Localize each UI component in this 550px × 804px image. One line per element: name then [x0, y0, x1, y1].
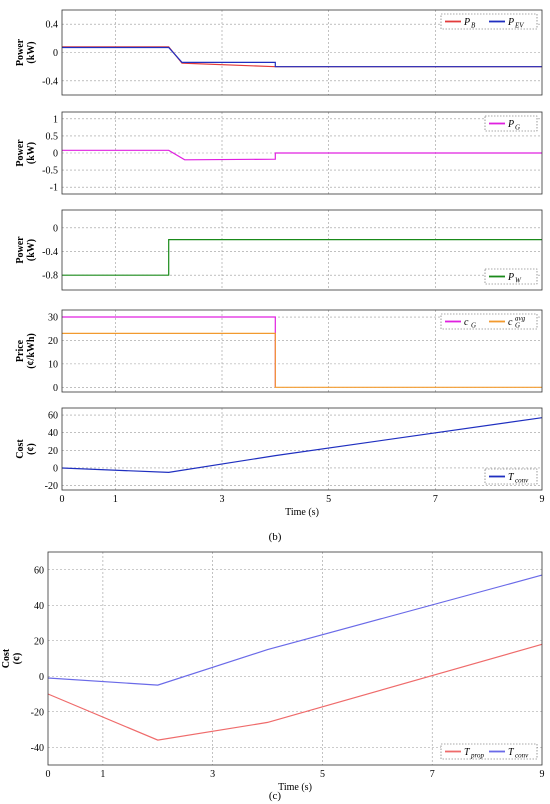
plot-frame — [61, 111, 543, 195]
y-tick-label: -1 — [50, 183, 58, 194]
legend-label-sub: G — [515, 124, 520, 132]
y-tick-label: 0 — [53, 463, 58, 474]
legend-label: T — [508, 472, 515, 483]
plot-frame — [61, 309, 543, 393]
series-line-p-w — [62, 239, 542, 276]
legend-label-sub: conv — [515, 752, 529, 760]
x-tick-label: 7 — [430, 769, 435, 780]
legend-label: T — [508, 747, 515, 758]
series-line-p-g — [62, 149, 542, 161]
caption-c: (c) — [269, 790, 282, 802]
legend-label: c — [464, 317, 469, 328]
y-tick-label: 20 — [48, 446, 58, 457]
y-tick-label: 0 — [53, 149, 58, 160]
caption-b: (b) — [269, 531, 282, 543]
y-tick-label: -0.5 — [42, 166, 58, 177]
x-tick-label: 3 — [220, 494, 225, 505]
y-tick-label: 0 — [53, 48, 58, 59]
legend-label-sup: avg — [515, 315, 526, 323]
x-axis-label: Time (s) — [285, 507, 319, 518]
plot-frame — [47, 551, 543, 766]
legend-box — [484, 268, 538, 285]
y-tick-label: 30 — [48, 313, 58, 324]
y-tick-label: 0 — [53, 383, 58, 394]
legend: P B P EV — [440, 13, 538, 30]
x-tick-label: 7 — [433, 494, 438, 505]
series-line-c-g — [62, 332, 542, 388]
plot-frame — [61, 407, 543, 491]
y-tick-label: -0.4 — [42, 247, 58, 258]
y-tick-label: -40 — [31, 743, 44, 754]
series-line-c-g — [62, 316, 276, 388]
chart-panel-2: 1 0.5 0 -0.5 -1 Power(kW) P G — [15, 111, 543, 195]
y-tick-label: 20 — [48, 336, 58, 347]
legend-box — [484, 468, 538, 485]
plot-frame — [61, 209, 543, 291]
series-line-t-conv — [61, 417, 543, 474]
legend-label-sub: G — [471, 322, 476, 330]
y-tick-label: 10 — [48, 359, 58, 370]
legend-box — [484, 115, 538, 132]
legend-label: P — [463, 17, 470, 28]
y-tick-label: -0.4 — [42, 76, 58, 87]
legend-label-sub: conv — [515, 477, 529, 485]
y-tick-label: 0 — [53, 223, 58, 234]
x-tick-label: 3 — [210, 769, 215, 780]
y-axis-label: Power(kW) — [15, 236, 37, 264]
x-tick-label: 1 — [100, 769, 105, 780]
legend-label-sub: W — [515, 277, 522, 285]
y-axis-label: Power(kW) — [15, 38, 37, 66]
y-tick-label: 0 — [39, 672, 44, 683]
legend-label: T — [464, 747, 471, 758]
legend-label: P — [507, 272, 514, 283]
y-tick-label: 1 — [53, 114, 58, 125]
legend-label-sub: B — [471, 22, 476, 30]
y-axis-label: Cost(¢) — [15, 439, 37, 459]
plot-frame — [61, 9, 543, 96]
y-tick-label: 60 — [48, 411, 58, 422]
x-tick-label: 9 — [540, 494, 545, 505]
series-line-p-b — [62, 46, 542, 68]
legend-label: P — [507, 17, 514, 28]
y-axis-label: Cost(¢) — [1, 648, 23, 668]
series-line-p-ev — [62, 46, 542, 68]
x-tick-label: 0 — [60, 494, 65, 505]
y-tick-label: 0.4 — [46, 20, 59, 31]
x-tick-label: 9 — [540, 769, 545, 780]
y-tick-label: 40 — [34, 601, 44, 612]
series-line-t-prop — [47, 643, 543, 741]
x-tick-label: 0 — [46, 769, 51, 780]
series-line-t-conv — [47, 574, 543, 686]
legend-label-sub: G — [515, 322, 520, 330]
y-tick-label: 0.5 — [46, 131, 59, 142]
y-tick-label: -20 — [45, 481, 58, 492]
x-tick-label: 5 — [326, 494, 331, 505]
y-tick-label: -20 — [31, 707, 44, 718]
y-axis-label: Price(¢/kWh) — [15, 333, 37, 369]
chart-panel-3: 0 -0.4 -0.8 Power(kW) P W — [15, 209, 543, 291]
x-tick-label: 5 — [320, 769, 325, 780]
y-tick-label: 40 — [48, 428, 58, 439]
y-tick-label: 20 — [34, 636, 44, 647]
legend-label-sub: EV — [514, 22, 524, 30]
x-tick-label: 1 — [113, 494, 118, 505]
legend-label-sub: prop — [470, 752, 484, 760]
legend-label: P — [507, 119, 514, 130]
x-axis-label: Time (s) — [278, 782, 312, 793]
y-tick-label: -0.8 — [42, 271, 58, 282]
y-tick-label: 60 — [34, 565, 44, 576]
legend-label: c — [508, 317, 513, 328]
y-axis-label: Power(kW) — [15, 139, 37, 167]
